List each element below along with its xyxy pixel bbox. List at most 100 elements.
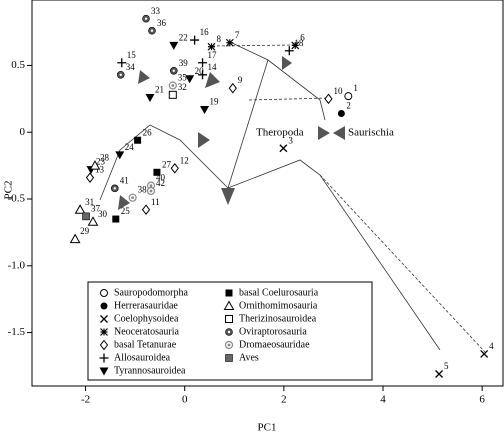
marker-part [141,204,151,216]
marker-part [207,42,216,51]
legend-label: Aves [239,352,259,363]
marker [228,82,237,94]
marker [224,340,234,350]
marker-part [113,187,116,190]
point-label: 34 [126,62,135,72]
marker [145,94,155,103]
marker [89,160,101,170]
x-tick-label: -2 [81,394,90,406]
marker [291,41,300,50]
marker-part [100,315,108,323]
point-label: 23 [96,157,106,167]
marker [168,81,177,90]
marker [169,41,179,50]
point-label: 7 [235,30,240,40]
marker [146,186,156,196]
marker-part [198,58,208,68]
tree-lines [99,41,486,353]
marker [141,204,151,216]
node-arrows [118,56,345,210]
marker-part [100,328,108,336]
marker [128,193,137,202]
marker [480,349,489,358]
marker-part [185,75,195,84]
marker [85,172,95,183]
point-label: 30 [98,209,108,219]
marker-part [115,151,125,160]
marker [170,162,179,174]
marker [284,46,294,56]
marker-part [190,35,200,45]
marker [115,151,125,160]
y-axis-label: PC2 [3,181,15,200]
marker-part [198,70,208,80]
marker-part [200,106,210,115]
point-label: 42 [156,178,165,188]
point-label: 6 [300,32,305,42]
marker [324,93,333,105]
point-label: 25 [121,206,131,216]
marker-part [279,144,288,153]
x-tick-label: 2 [281,394,287,406]
marker-part [87,216,99,226]
legend-label: Neoceratosauria [114,326,180,337]
marker [225,328,233,336]
marker-part [150,29,154,32]
point-label: 26 [143,127,153,137]
marker-part [134,136,142,144]
marker-part [74,204,86,214]
marker-part [85,172,95,183]
point-label: 39 [179,58,189,68]
marker-part [100,289,108,297]
marker [185,75,195,84]
point-label: 16 [200,27,210,37]
marker-part [344,92,353,101]
point-label: 24 [125,142,134,152]
point-label: 29 [80,226,90,236]
point-label: 1 [353,83,358,93]
point-label: 27 [162,159,172,169]
marker [225,38,234,47]
point-label: 2 [346,101,351,111]
legend-label: Herrerasauridae [114,300,178,311]
marker [116,70,125,79]
marker [223,300,235,310]
marker-part [170,162,179,174]
marker [190,35,200,45]
marker-part [172,69,175,72]
legend-label: basal Tetanurae [114,339,177,350]
marker [198,58,208,68]
marker-part [228,82,237,94]
x-tick-label: 6 [479,394,485,406]
annotation: Saurischia [348,127,394,139]
marker-part [99,353,109,363]
marker-part [153,168,161,176]
marker [225,315,233,323]
marker-part [324,93,333,105]
marker-part [168,90,177,99]
point-label: 36 [157,18,167,28]
x-axis-label: PC1 [258,422,277,434]
marker [100,328,108,336]
marker [69,233,81,244]
point-label: 13 [95,165,105,175]
marker [344,92,353,101]
legend-label: Therizinosauroidea [239,313,317,324]
y-tick-label: 0 [20,126,26,138]
point-label: 9 [238,75,243,85]
legend-label: Tyrannosauroidea [114,365,186,376]
point-label: 31 [85,197,94,207]
marker [168,90,177,99]
legend-label: Allosauroidea [114,352,171,363]
point-label: 11 [151,197,160,207]
marker [117,58,127,68]
point-label: 18 [294,38,304,48]
point-label: 15 [127,50,136,60]
point-label: 22 [179,32,188,42]
marker [153,168,161,176]
y-tick-label: -1.5 [8,326,26,338]
marker [82,212,90,221]
marker-part [435,370,444,378]
marker [99,353,109,363]
